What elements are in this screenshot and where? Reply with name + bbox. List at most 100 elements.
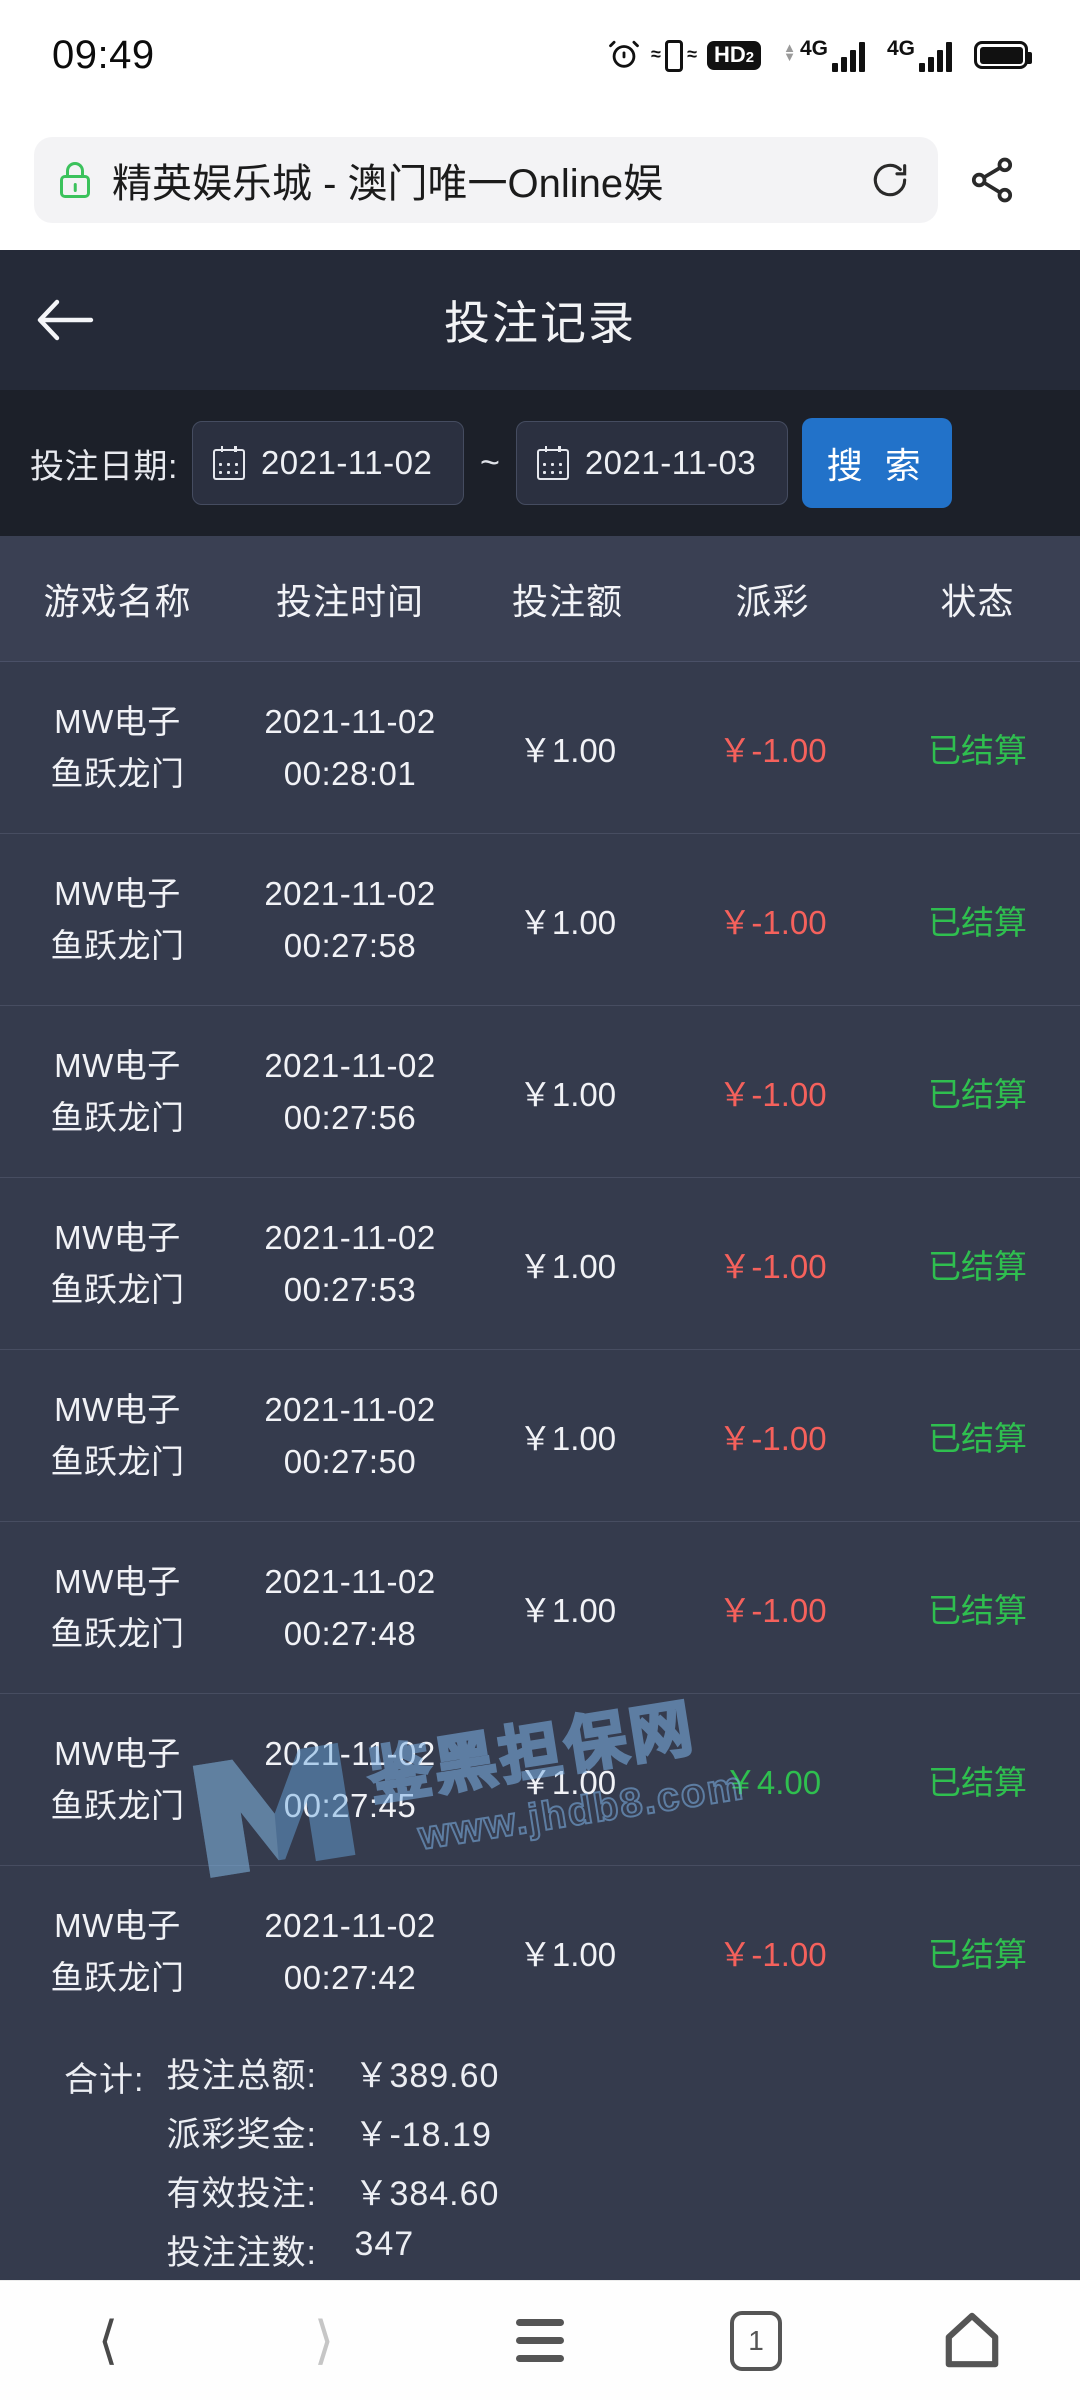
share-icon[interactable] xyxy=(938,137,1046,223)
cell-status: 已结算 xyxy=(928,1763,1027,1801)
summary-value: ￥384.60 xyxy=(354,2175,500,2213)
cell-bet-amount: ￥1.00 xyxy=(518,1763,617,1801)
back-arrow-icon[interactable] xyxy=(0,250,130,390)
cell-bet-amount: ￥1.00 xyxy=(518,1591,617,1629)
browser-toolbar: 精英娱乐城 - 澳门唯一Online娱 xyxy=(0,110,1080,250)
summary-key: 派彩奖金: xyxy=(166,2116,317,2154)
hamburger-menu-icon xyxy=(516,2319,564,2362)
cell-bet-time: 2021-11-02 00:27:42 xyxy=(264,1907,436,1996)
cell-game-name: MW电子 鱼跃龙门 xyxy=(50,1047,185,1136)
status-bar-clock: 09:49 xyxy=(52,32,155,77)
hd-sub: 2 xyxy=(745,48,755,66)
lock-icon xyxy=(60,162,90,198)
date-to-input[interactable]: 2021-11-03 xyxy=(515,421,788,505)
table-body: MW电子 鱼跃龙门 2021-11-02 00:28:01 ￥1.00 ￥-1.00 已结算… xyxy=(0,662,1080,2038)
chevron-right-icon: ⟩ xyxy=(313,2311,335,2370)
column-header-status: 状态 xyxy=(940,580,1015,622)
cell-status: 已结算 xyxy=(928,1075,1027,1113)
cell-payout: ￥-1.00 xyxy=(718,1419,827,1457)
table-header-row: 游戏名称 投注时间 投注额 派彩 状态 xyxy=(0,536,1080,662)
column-header-bet: 投注额 xyxy=(511,580,623,622)
cell-bet-time: 2021-11-02 00:27:56 xyxy=(264,1047,436,1136)
cell-status: 已结算 xyxy=(928,903,1027,941)
cell-payout: ￥-1.00 xyxy=(718,1075,827,1113)
summary-key: 投注注数: xyxy=(166,2234,317,2272)
cell-bet-time: 2021-11-02 00:27:50 xyxy=(264,1391,436,1480)
summary-key: 投注总额: xyxy=(166,2057,317,2095)
column-header-time: 投注时间 xyxy=(275,580,424,622)
url-bar[interactable]: 精英娱乐城 - 澳门唯一Online娱 xyxy=(34,137,938,223)
summary-label: 合计: xyxy=(64,2061,145,2099)
nav-menu-button[interactable] xyxy=(450,2281,630,2400)
summary-value: 347 xyxy=(354,2225,415,2263)
date-filter-label: 投注日期: xyxy=(30,447,178,486)
cell-status: 已结算 xyxy=(928,731,1027,769)
signal-icon-sim1: ▲ ▼ 4G xyxy=(783,38,865,72)
summary-key: 有效投注: xyxy=(166,2175,317,2213)
cell-status: 已结算 xyxy=(928,1419,1027,1457)
bet-records-table: 游戏名称 投注时间 投注额 派彩 状态 MW电子 鱼跃龙门 2021-11-02 00… xyxy=(0,536,1080,2280)
table-row[interactable]: MW电子 鱼跃龙门 2021-11-02 00:27:56 ￥1.00 ￥-1.00 已结算 xyxy=(0,1006,1080,1178)
signal-bars-sim2 xyxy=(919,42,952,72)
nav-tabs-button[interactable]: 1 xyxy=(666,2281,846,2400)
table-row[interactable]: MW电子 鱼跃龙门 2021-11-02 00:27:48 ￥1.00 ￥-1.00 已结算 xyxy=(0,1522,1080,1694)
date-filter-bar: 投注日期: 2021-11-02 ~ 2021-11-03 搜 索 xyxy=(0,390,1080,536)
status-bar-icons: HD2 ▲▼ 4G 4G xyxy=(607,38,1032,72)
cell-status: 已结算 xyxy=(928,1247,1027,1285)
column-header-game: 游戏名称 xyxy=(43,580,192,622)
cell-bet-time: 2021-11-02 00:27:53 xyxy=(264,1219,436,1308)
page-title: 投注记录 xyxy=(444,297,636,349)
cell-payout: ￥-1.00 xyxy=(718,903,827,941)
calendar-icon xyxy=(212,446,245,480)
cell-payout: ￥4.00 xyxy=(723,1763,822,1801)
cell-game-name: MW电子 鱼跃龙门 xyxy=(50,1219,185,1308)
data-transfer-icon: ▲ ▼ xyxy=(783,40,796,64)
summary-row: 投注注数: 347 xyxy=(166,2225,499,2274)
cell-bet-time: 2021-11-02 00:27:48 xyxy=(264,1563,436,1652)
cell-game-name: MW电子 鱼跃龙门 xyxy=(50,1563,185,1652)
cell-bet-time: 2021-11-02 00:27:58 xyxy=(264,875,436,964)
cell-game-name: MW电子 鱼跃龙门 xyxy=(50,1907,185,1996)
cell-bet-amount: ￥1.00 xyxy=(518,731,617,769)
nav-home-button[interactable] xyxy=(882,2281,1062,2400)
signal-icon-sim2: 4G xyxy=(887,38,952,72)
table-row[interactable]: MW电子 鱼跃龙门 2021-11-02 00:27:42 ￥1.00 ￥-1.00 已结算 xyxy=(0,1866,1080,2038)
cell-bet-amount: ￥1.00 xyxy=(518,1419,617,1457)
nav-forward-button[interactable]: ⟩ xyxy=(234,2281,414,2400)
nav-back-button[interactable]: ⟨ xyxy=(18,2281,198,2400)
status-bar: 09:49 HD2 ▲▼ 4G 4G xyxy=(0,0,1080,110)
network-label-sim1: 4G xyxy=(799,37,828,60)
cell-status: 已结算 xyxy=(928,1935,1027,1973)
cell-bet-time: 2021-11-02 00:28:01 xyxy=(264,703,436,792)
cell-game-name: MW电子 鱼跃龙门 xyxy=(50,875,185,964)
search-button[interactable]: 搜 索 xyxy=(801,418,952,508)
table-row[interactable]: MW电子 鱼跃龙门 2021-11-02 00:28:01 ￥1.00 ￥-1.00 已结算 xyxy=(0,662,1080,834)
column-header-payout: 派彩 xyxy=(735,580,810,622)
summary-value: ￥389.60 xyxy=(354,2057,500,2095)
calendar-icon xyxy=(536,446,569,480)
table-row[interactable]: MW电子 鱼跃龙门 2021-11-02 00:27:50 ￥1.00 ￥-1.00 已结算 xyxy=(0,1350,1080,1522)
hd2-badge: HD 2 xyxy=(706,40,762,70)
signal-bars-sim1 xyxy=(831,42,865,72)
browser-bottom-nav: ⟨ ⟩ 1 xyxy=(0,2280,1080,2400)
table-row[interactable]: MW电子 鱼跃龙门 2021-11-02 00:27:58 ￥1.00 ￥-1.00 已结算 xyxy=(0,834,1080,1006)
cell-status: 已结算 xyxy=(928,1591,1027,1629)
cell-bet-amount: ￥1.00 xyxy=(518,903,617,941)
cell-game-name: MW电子 鱼跃龙门 xyxy=(50,1735,185,1824)
cell-payout: ￥-1.00 xyxy=(718,731,827,769)
date-to-value: 2021-11-03 xyxy=(584,444,757,481)
cell-bet-amount: ￥1.00 xyxy=(518,1075,617,1113)
summary-row: 投注总额: ￥389.60 xyxy=(166,2048,499,2097)
table-row[interactable]: MW电子 鱼跃龙门 2021-11-02 00:27:53 ￥1.00 ￥-1.00 已结算 xyxy=(0,1178,1080,1350)
reload-icon[interactable] xyxy=(868,158,912,202)
date-from-input[interactable]: 2021-11-02 xyxy=(191,421,464,505)
summary-row: 派彩奖金: ￥-18.19 xyxy=(166,2107,499,2156)
table-row[interactable]: MW电子 鱼跃龙门 2021-11-02 00:27:45 ￥1.00 ￥4.00 已结算 xyxy=(0,1694,1080,1866)
cell-bet-time: 2021-11-02 00:27:45 xyxy=(264,1735,436,1824)
date-range-separator: ~ xyxy=(479,443,500,482)
summary-row: 有效投注: ￥384.60 xyxy=(166,2166,499,2215)
summary-panel: 合计: 投注总额: ￥389.60 派彩奖金: ￥-18.19 有效投注: ￥384.60… xyxy=(0,2032,1080,2280)
hd-label: HD xyxy=(713,41,746,67)
cell-game-name: MW电子 鱼跃龙门 xyxy=(50,1391,185,1480)
cell-payout: ￥-1.00 xyxy=(718,1935,827,1973)
